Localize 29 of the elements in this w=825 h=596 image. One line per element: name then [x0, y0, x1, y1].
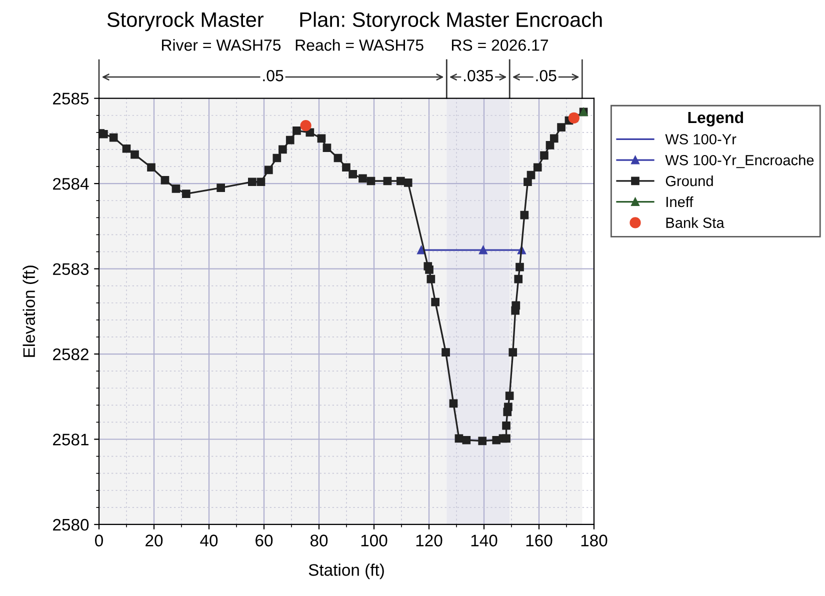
legend-title: Legend [688, 111, 744, 126]
x-tick-label: 120 [416, 534, 442, 546]
legend-label: WS 100-Yr_Encroache [665, 154, 814, 168]
chart-subtitle: River = WASH75 Reach = WASH75 RS = 2026.17 [162, 39, 548, 51]
x-tick-label: 100 [361, 534, 388, 546]
y-tick-label: 2584 [53, 178, 89, 190]
x-tick-label: 0 [95, 534, 103, 546]
x-axis-title: Station (ft) [308, 564, 384, 580]
y-tick-label: 2583 [53, 263, 89, 275]
x-tick-label: 20 [146, 534, 163, 546]
y-tick-label: 2585 [53, 92, 89, 105]
legend-label: WS 100-Yr [665, 134, 736, 144]
x-tick-label: 40 [200, 534, 218, 546]
y-tick-label: 2582 [53, 348, 88, 360]
band-label: .05 [536, 70, 556, 82]
y-axis-title: Elevation (ft) [22, 266, 38, 357]
band-label: .035 [464, 70, 493, 82]
legend-label: Ineff [666, 196, 694, 208]
x-tick-label: 80 [310, 534, 328, 546]
x-tick-label: 160 [526, 534, 552, 546]
chart-title: Storyrock Master Plan: Storyrock Master Encroach [107, 12, 602, 32]
band-label: .05 [263, 70, 284, 82]
x-tick-label: 140 [471, 534, 498, 546]
legend-label: Ground [666, 175, 713, 186]
x-tick-label: 180 [581, 534, 608, 546]
legend-label: Bank Sta [666, 217, 724, 228]
y-tick-label: 2581 [53, 434, 88, 446]
y-tick-label: 2580 [53, 518, 89, 531]
x-tick-label: 60 [256, 534, 273, 546]
